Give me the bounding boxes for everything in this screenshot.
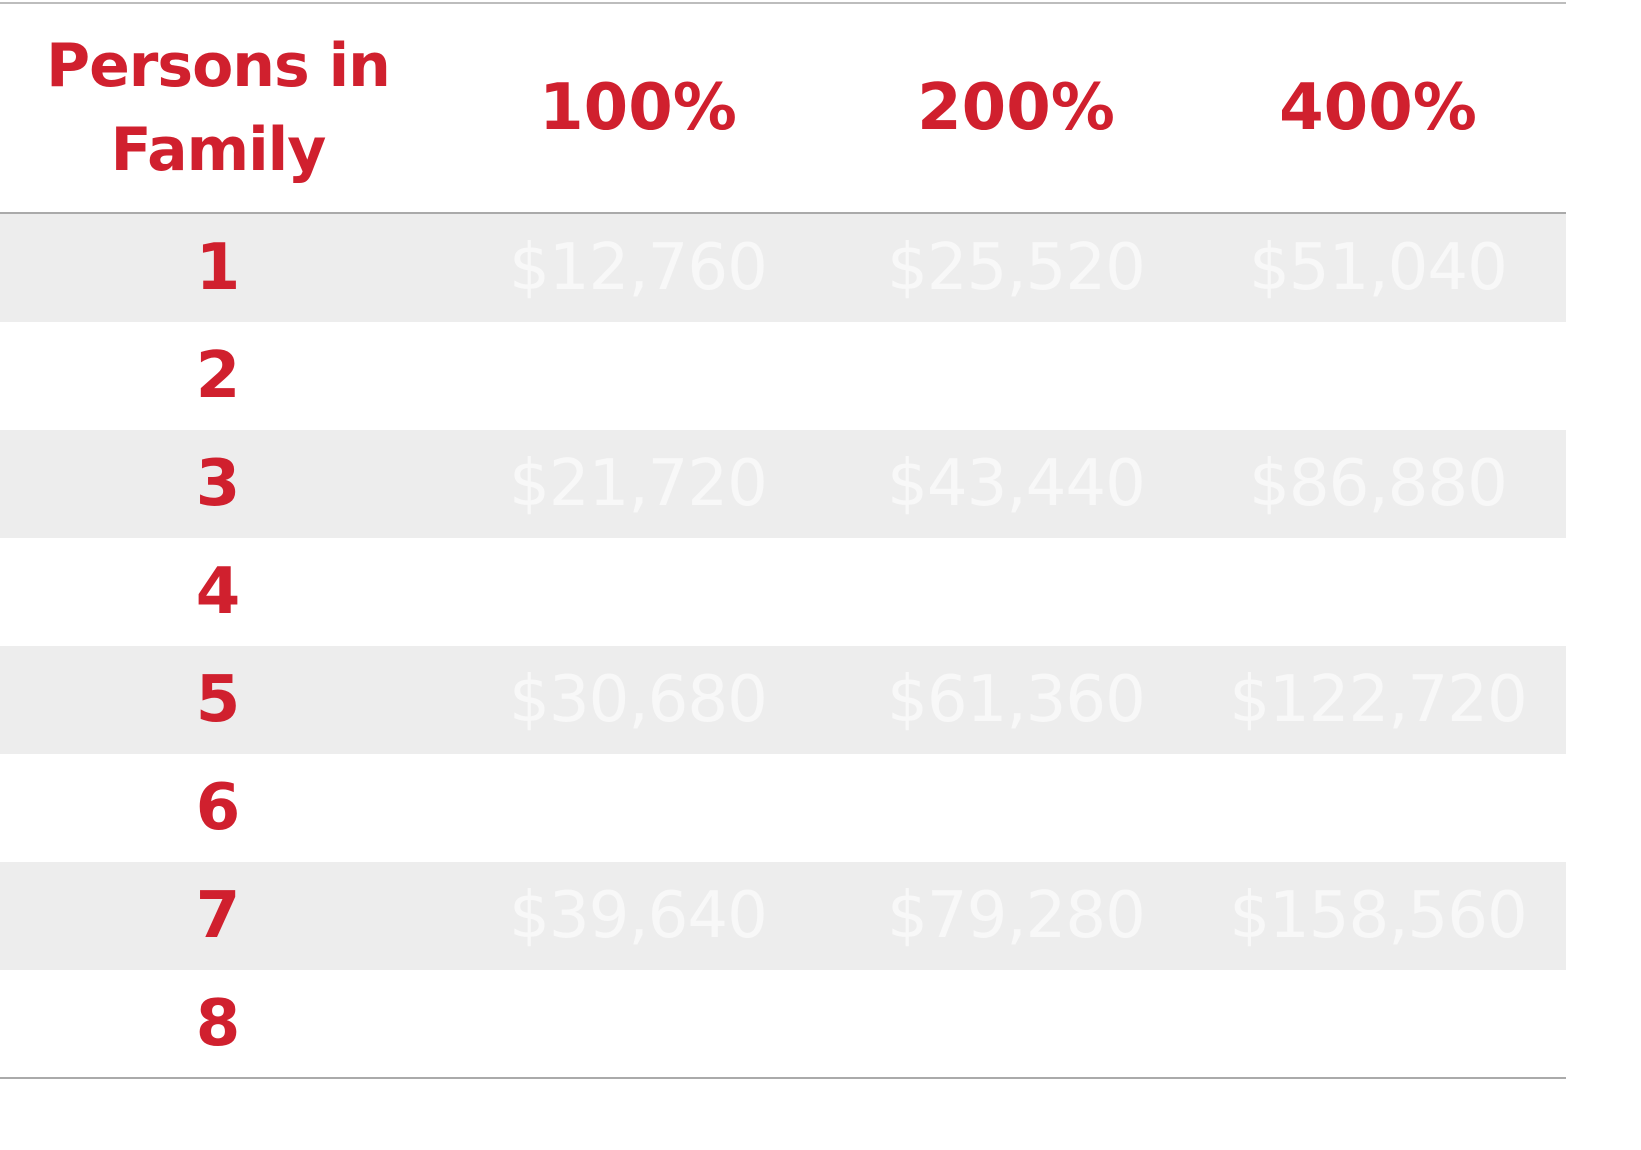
- value-100-cell: $30,680: [509, 663, 768, 737]
- value-200-cell: [828, 322, 1204, 430]
- persons-cell: 6: [195, 771, 241, 845]
- value-400-cell: [1190, 970, 1566, 1078]
- value-200-cell: [828, 538, 1204, 646]
- persons-cell: 2: [195, 339, 241, 413]
- value-200-cell: [828, 970, 1204, 1078]
- header-rule: [0, 212, 1566, 214]
- header-400-percent: 400%: [1279, 71, 1477, 145]
- value-100-cell: $12,760: [509, 231, 768, 305]
- value-100-cell: [450, 754, 826, 862]
- value-200-cell: [828, 754, 1204, 862]
- table-row: 4: [0, 538, 1566, 646]
- value-100-cell: [450, 970, 826, 1078]
- persons-cell: 1: [195, 231, 241, 305]
- value-200-cell: $25,520: [887, 231, 1146, 305]
- value-400-cell: $122,720: [1229, 663, 1527, 737]
- value-400-cell: [1190, 538, 1566, 646]
- value-400-cell: $158,560: [1229, 879, 1527, 953]
- table-header: Persons in Family 100% 200% 400%: [0, 4, 1566, 212]
- value-400-cell: [1190, 322, 1566, 430]
- header-persons-line2: Family: [110, 115, 327, 185]
- persons-cell: 8: [195, 987, 241, 1061]
- persons-cell: 4: [195, 555, 241, 629]
- value-200-cell: $61,360: [887, 663, 1146, 737]
- value-400-cell: $51,040: [1249, 231, 1508, 305]
- value-400-cell: $86,880: [1249, 447, 1508, 521]
- table-row: 3 $21,720 $43,440 $86,880: [0, 430, 1566, 538]
- value-400-cell: [1190, 754, 1566, 862]
- top-rule: [0, 2, 1566, 4]
- header-persons-line1: Persons in: [46, 31, 391, 101]
- value-100-cell: $39,640: [509, 879, 768, 953]
- bottom-rule: [0, 1077, 1566, 1079]
- table-row: 8: [0, 970, 1566, 1078]
- table-row: 7 $39,640 $79,280 $158,560: [0, 862, 1566, 970]
- value-200-cell: $79,280: [887, 879, 1146, 953]
- table-row: 2: [0, 322, 1566, 430]
- value-100-cell: [450, 538, 826, 646]
- value-200-cell: $43,440: [887, 447, 1146, 521]
- table-row: 6: [0, 754, 1566, 862]
- persons-cell: 5: [195, 663, 241, 737]
- header-persons-in-family: Persons in Family: [30, 4, 406, 212]
- value-100-cell: $21,720: [509, 447, 768, 521]
- value-100-cell: [450, 322, 826, 430]
- table-row: 5 $30,680 $61,360 $122,720: [0, 646, 1566, 754]
- persons-cell: 3: [195, 447, 241, 521]
- table-body: 1 $12,760 $25,520 $51,040 2 3 $21,720 $4…: [0, 214, 1566, 1078]
- header-100-percent: 100%: [539, 71, 737, 145]
- persons-cell: 7: [195, 879, 241, 953]
- header-200-percent: 200%: [917, 71, 1115, 145]
- table-row: 1 $12,760 $25,520 $51,040: [0, 214, 1566, 322]
